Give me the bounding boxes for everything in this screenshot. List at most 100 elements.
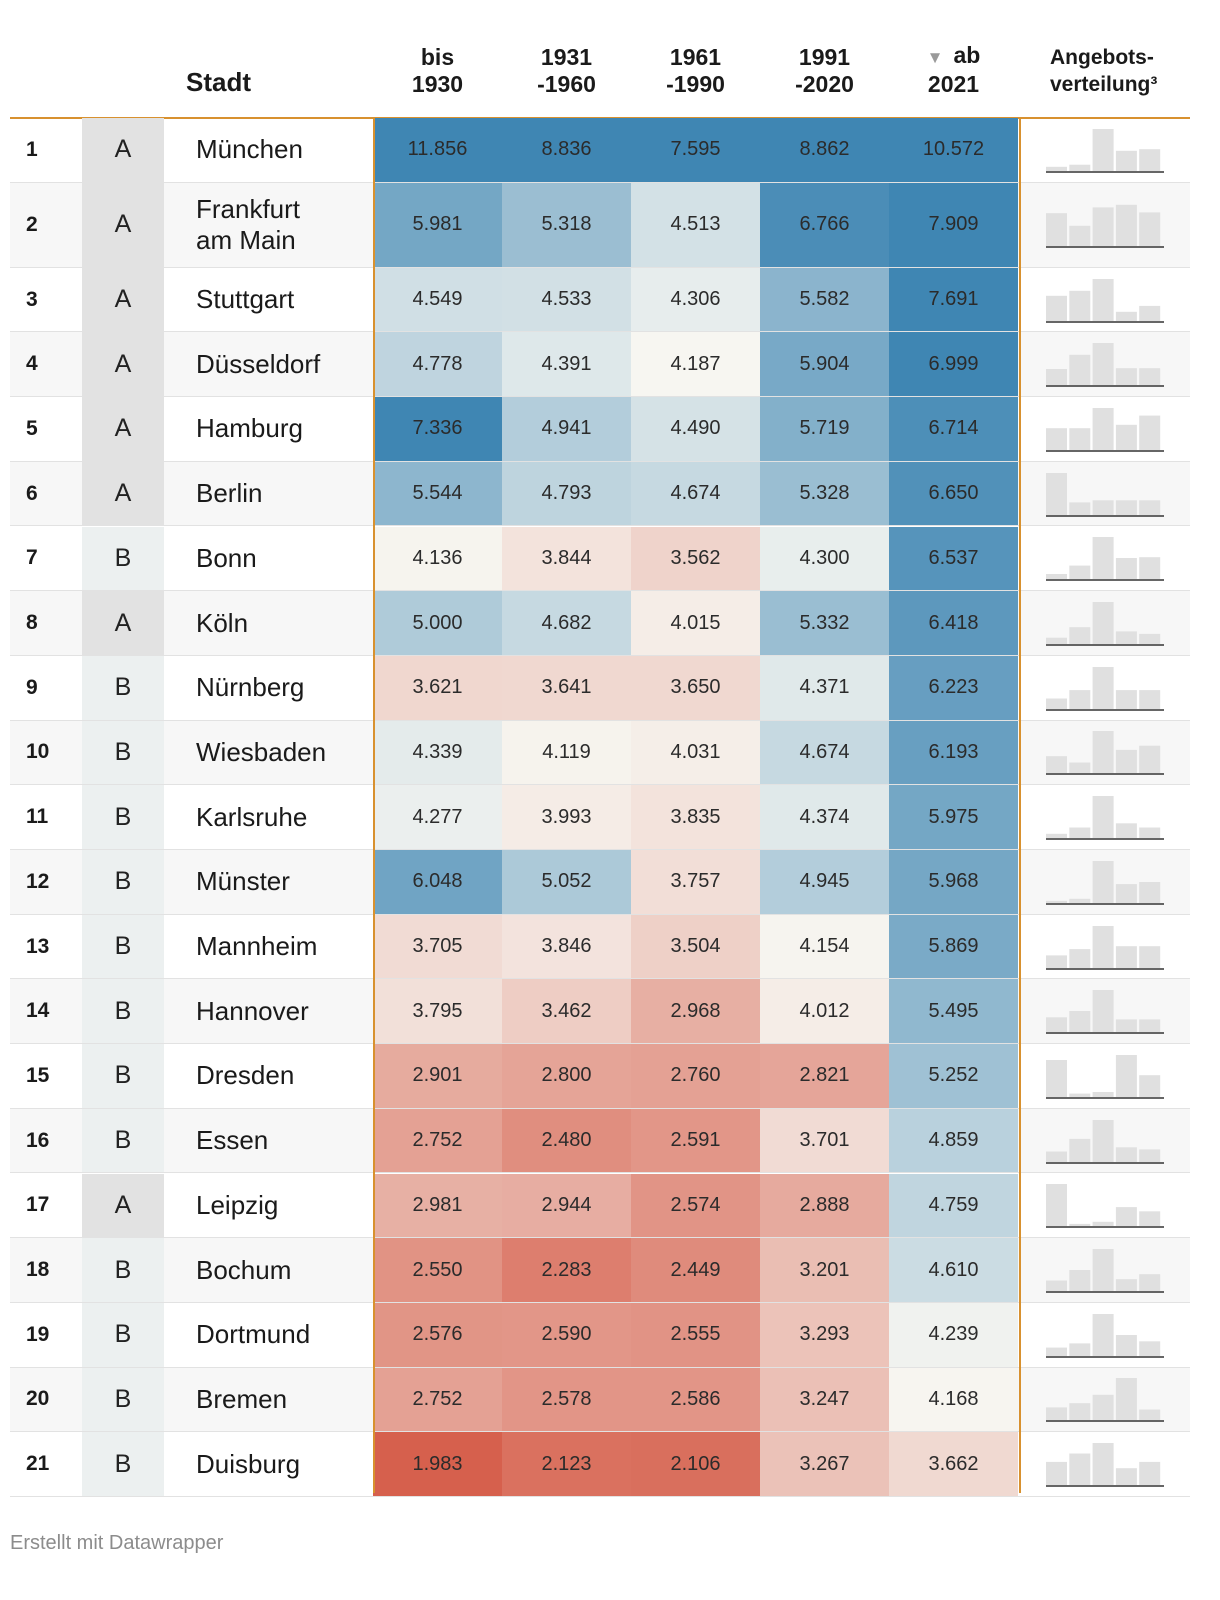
distribution-bar (1046, 369, 1067, 386)
footer-credit[interactable]: Erstellt mit Datawrapper (10, 1532, 224, 1554)
distribution-bar (1092, 128, 1114, 171)
distribution-sparkline (1020, 850, 1190, 914)
heatmap-cell: 5.719 (760, 397, 889, 461)
header-col-1991-2020[interactable]: 1991 -2020 (795, 44, 854, 97)
row-city-class: B (82, 979, 164, 1044)
row-rank: 5 (26, 416, 38, 440)
header-city-label: Stadt (186, 67, 251, 97)
row-rank: 6 (26, 481, 38, 505)
heatmap-cell: 3.795 (373, 979, 502, 1044)
table-row: 16 B Essen 2.752 2.480 2.591 3.701 4.859 (10, 1108, 1190, 1174)
row-rank: 17 (26, 1193, 50, 1217)
distribution-bar (1139, 1274, 1161, 1292)
row-city-name: Mannheim (196, 931, 318, 962)
distribution-bar (1046, 900, 1067, 903)
row-city-name: Stuttgart (196, 284, 295, 315)
table-row: 13 B Mannheim 3.705 3.846 3.504 4.154 5.869 (10, 914, 1190, 980)
distribution-bar (1115, 883, 1137, 903)
row-city-class: A (82, 1173, 164, 1238)
distribution-bar (1115, 558, 1137, 580)
table-row: 20 B Bremen 2.752 2.578 2.586 3.247 4.168 (10, 1367, 1190, 1433)
heatmap-cell: 11.856 (373, 118, 502, 182)
row-city-class: A (82, 182, 164, 267)
distribution-bar (1139, 499, 1161, 515)
heatmap-cell: 8.836 (502, 118, 631, 182)
distribution-bar (1092, 796, 1114, 839)
row-city-class: B (82, 785, 164, 849)
distribution-bar (1092, 925, 1114, 968)
table-row: 10 B Wiesbaden 4.339 4.119 4.031 4.674 6.193 (10, 720, 1190, 786)
distribution-bar (1139, 1211, 1161, 1227)
distribution-bar (1115, 1378, 1137, 1421)
row-rank: 11 (26, 805, 49, 829)
distribution-bar (1046, 212, 1067, 246)
distribution-bar (1069, 502, 1091, 515)
row-city-name: Köln (196, 607, 249, 638)
distribution-bar (1046, 166, 1067, 171)
heatmap-cell: 5.052 (502, 850, 631, 914)
table-row: 5 A Hamburg 7.336 4.941 4.490 5.719 6.714 (10, 397, 1190, 462)
distribution-bar (1092, 1443, 1114, 1486)
distribution-bar (1069, 164, 1091, 171)
distribution-chart (1046, 1249, 1164, 1293)
row-rank: 10 (26, 740, 50, 764)
heatmap-cell: 1.983 (373, 1432, 502, 1496)
distribution-sparkline (1020, 118, 1190, 182)
distribution-sparkline (1020, 656, 1190, 720)
heatmap-cell: 3.835 (631, 785, 760, 849)
distribution-sparkline (1020, 183, 1190, 267)
row-rank: 21 (26, 1452, 50, 1476)
header-col-ab-2021[interactable]: ▼ ab 2021 (926, 42, 981, 97)
distribution-bar (1092, 278, 1114, 321)
distribution-bar (1092, 990, 1114, 1033)
heatmap-cell: 4.374 (760, 785, 889, 849)
row-rank: 9 (26, 675, 38, 699)
row-city-class: B (82, 1432, 164, 1496)
distribution-bar (1046, 1017, 1067, 1033)
distribution-bar (1092, 1313, 1114, 1356)
distribution-bar (1046, 1151, 1067, 1162)
table-row: 11 B Karlsruhe 4.277 3.993 3.835 4.374 5.975 (10, 785, 1190, 850)
sort-descending-icon: ▼ (926, 48, 944, 67)
distribution-bar (1115, 499, 1137, 515)
table-row: 4 A Düsseldorf 4.778 4.391 4.187 5.904 6.999 (10, 332, 1190, 398)
row-city-class: A (82, 461, 164, 526)
heatmap-cell: 3.504 (631, 914, 760, 979)
row-city-class: B (82, 1044, 164, 1108)
heatmap-cell: 6.766 (760, 182, 889, 267)
distribution-chart (1046, 602, 1164, 646)
header-col-1931-1960[interactable]: 1931 -1960 (537, 44, 596, 97)
heatmap-cell: 6.650 (889, 461, 1018, 526)
distribution-bar (1046, 833, 1067, 839)
heatmap-cell: 6.418 (889, 591, 1018, 655)
heatmap-cell: 4.154 (760, 914, 889, 979)
header-col-bis-1930[interactable]: bis 1930 (411, 44, 464, 97)
row-rank: 2 (26, 212, 38, 236)
row-city-class: A (82, 397, 164, 461)
distribution-bar (1069, 898, 1091, 903)
distribution-bar (1115, 1468, 1137, 1486)
header-col-1961-1990[interactable]: 1961 -1990 (666, 44, 725, 97)
heatmap-cell: 2.576 (373, 1302, 502, 1367)
heatmap-cell: 5.332 (760, 591, 889, 655)
distribution-bar (1115, 1207, 1137, 1227)
heatmap-cell: 5.328 (760, 461, 889, 526)
row-city-name: Karlsruhe (196, 801, 308, 832)
heatmap-cell: 7.595 (631, 118, 760, 182)
heatmap-cell: 4.012 (760, 979, 889, 1044)
distribution-bar (1115, 1279, 1137, 1292)
row-city-name: Essen (196, 1125, 269, 1156)
header-city[interactable]: Stadt (164, 0, 372, 118)
distribution-chart (1046, 407, 1164, 452)
heatmap-cell: 4.759 (889, 1173, 1018, 1238)
distribution-bar (1139, 633, 1161, 645)
distribution-bar (1115, 311, 1137, 321)
distribution-bar (1069, 1011, 1091, 1033)
heatmap-cell: 4.490 (631, 397, 760, 461)
heatmap-cell: 4.778 (373, 332, 502, 397)
heatmap-cell: 2.449 (631, 1238, 760, 1302)
heatmap-cell: 2.760 (631, 1044, 760, 1108)
heatmap-cell: 2.550 (373, 1238, 502, 1302)
distribution-bar (1069, 1270, 1091, 1292)
distribution-chart (1046, 666, 1164, 711)
